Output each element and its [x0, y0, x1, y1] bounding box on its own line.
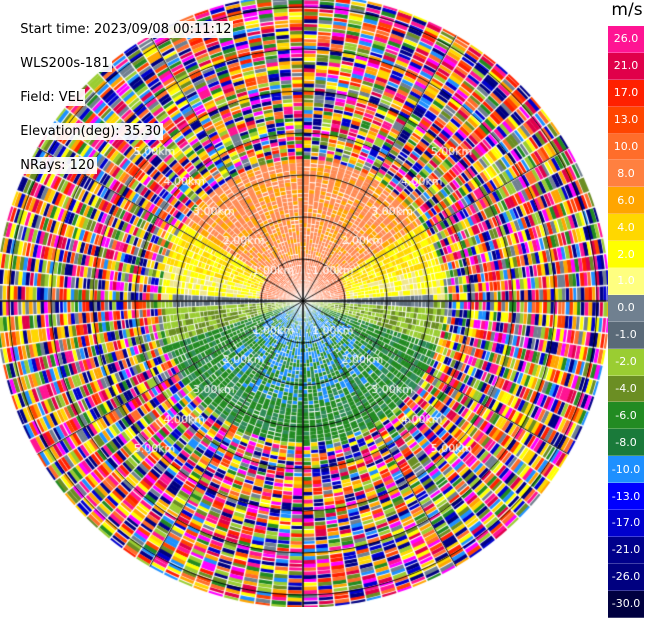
colorbar-cell: 4.0	[608, 214, 644, 242]
elevation-text: Elevation(deg): 35.30	[18, 123, 164, 140]
start-time-text: Start time: 2023/09/08 00:11:12	[18, 21, 234, 38]
nrays-text: NRays: 120	[18, 157, 97, 174]
colorbar-cell: -8.0	[608, 429, 644, 457]
velocity-colorbar: 26.0 21.0 17.0 13.0 10.0 8.0 6.0 4.0 2.0 1.0 0.0 -1…	[608, 26, 644, 618]
instrument-text: WLS200s-181	[18, 55, 112, 72]
colorbar-cell: -2.0	[608, 348, 644, 376]
colorbar-cell: 21.0	[608, 52, 644, 80]
colorbar-cell: -10.0	[608, 456, 644, 484]
colorbar-cell: 1.0	[608, 268, 644, 295]
field-text: Field: VEL	[18, 89, 86, 106]
colorbar-cell: 0.0	[608, 294, 644, 322]
colorbar-cell: -17.0	[608, 510, 644, 537]
colorbar-cell: -6.0	[608, 402, 644, 430]
colorbar-cell: 10.0	[608, 133, 644, 161]
colorbar-cell: 26.0	[608, 26, 644, 53]
colorbar-cell: 2.0	[608, 241, 644, 269]
colorbar-cell: -21.0	[608, 536, 644, 564]
scan-info: Start time: 2023/09/08 00:11:12 WLS200s-…	[10, 4, 234, 174]
colorbar-cell: -26.0	[608, 563, 644, 591]
colorbar-cell: 8.0	[608, 160, 644, 188]
colorbar-cell: 13.0	[608, 106, 644, 134]
colorbar-cell: 6.0	[608, 187, 644, 215]
colorbar-cell: 17.0	[608, 79, 644, 107]
colorbar-cell: -4.0	[608, 375, 644, 403]
colorbar-unit: m/s	[611, 0, 643, 20]
colorbar-cell: -30.0	[608, 590, 644, 618]
colorbar-cell: -13.0	[608, 483, 644, 511]
colorbar-cell: -1.0	[608, 321, 644, 349]
